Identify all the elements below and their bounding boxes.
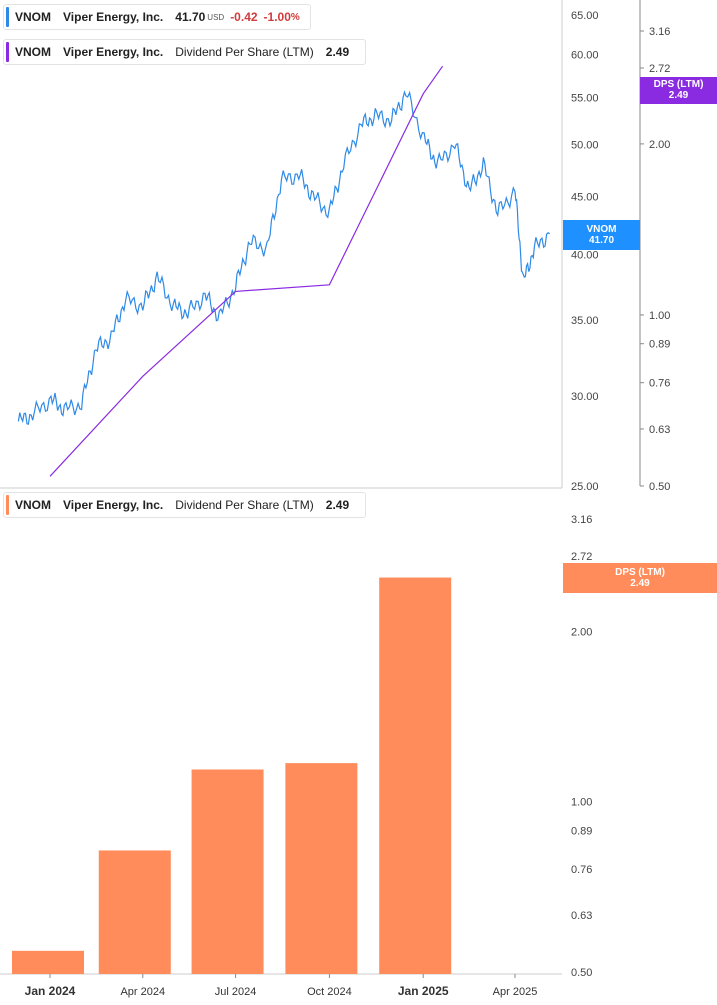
dps-bar-q2-2024 — [191, 769, 264, 974]
legend-price-change: -0.42 — [230, 10, 258, 24]
legend-price-swatch — [6, 7, 9, 27]
legend-dps-bottom-swatch — [6, 495, 9, 515]
dps-top-y-tick-7: 0.50 — [649, 481, 670, 493]
legend-price-company: Viper Energy, Inc. — [63, 10, 164, 24]
legend-price-currency: USD — [207, 12, 225, 22]
dps-top-y-tick-3: 1.00 — [649, 310, 670, 322]
legend-price-ticker: VNOM — [15, 10, 51, 24]
x-tick-label-5: Apr 2025 — [493, 986, 538, 998]
legend-dps-top-swatch — [6, 42, 9, 62]
price-y-tick-4: 45.00 — [571, 191, 599, 203]
price-tag-value: 41.70 — [588, 235, 615, 246]
price-tag-label: VNOM — [586, 224, 617, 235]
dps-bottom-y-tick-5: 0.76 — [571, 864, 592, 876]
price-y-tick-5: 40.00 — [571, 249, 599, 261]
dps-bottom-y-tick-3: 1.00 — [571, 797, 592, 809]
dps-top-y-tick-6: 0.63 — [649, 424, 670, 436]
price-y-tick-1: 60.00 — [571, 49, 599, 61]
legend-dps-bottom-value: 2.49 — [325, 498, 350, 512]
legend-dps-top-value: 2.49 — [325, 45, 350, 59]
price-y-tick-3: 50.00 — [571, 139, 599, 151]
price-y-tick-0: 65.00 — [571, 10, 599, 22]
dps-y-axis-bottom: 3.16 2.72 2.00 1.00 0.89 0.76 0.63 0.50 — [571, 514, 592, 979]
dps-top-y-tick-5: 0.76 — [649, 378, 670, 390]
dps-top-y-tick-2: 2.00 — [649, 139, 670, 151]
legend-dps-bottom-ticker: VNOM — [15, 498, 51, 512]
price-line — [17, 90, 551, 425]
legend-dps-top[interactable]: VNOM Viper Energy, Inc. Dividend Per Sha… — [3, 39, 367, 65]
dps-bars — [12, 577, 452, 974]
legend-dps-bottom-metric: Dividend Per Share (LTM) — [175, 498, 314, 512]
legend-price[interactable]: VNOM Viper Energy, Inc. 41.70 USD -0.42 … — [3, 4, 311, 30]
legend-price-change-pct: -1.00 — [263, 10, 291, 24]
dps-top-y-tick-0: 3.16 — [649, 26, 670, 38]
legend-dps-top-company: Viper Energy, Inc. — [63, 45, 164, 59]
price-y-tick-8: 25.00 — [571, 481, 599, 493]
dps-bar-q4-2023 — [12, 950, 84, 974]
x-tick-label-3: Oct 2024 — [307, 986, 352, 998]
x-tick-label-0: Jan 2024 — [25, 984, 76, 998]
legend-price-pct-sign: % — [290, 11, 300, 23]
dps-top-y-tick-4: 0.89 — [649, 339, 670, 351]
dps-top-y-tick-1: 2.72 — [649, 63, 670, 75]
dps-bottom-y-tick-0: 3.16 — [571, 514, 592, 526]
dps-bar-q4-2024 — [379, 577, 452, 974]
dps-top-tag: DPS (LTM) 2.49 — [640, 77, 717, 104]
dps-bar-q1-2024 — [98, 850, 171, 974]
price-tag: VNOM 41.70 — [563, 220, 640, 250]
dps-bottom-tag-label: DPS (LTM) — [615, 567, 665, 578]
dps-bottom-tag-value: 2.49 — [630, 578, 650, 589]
dps-top-tag-label: DPS (LTM) — [653, 79, 704, 90]
x-tick-label-2: Jul 2024 — [215, 986, 257, 998]
x-axis: Jan 2024 Apr 2024 Jul 2024 Oct 2024 Jan 2025… — [25, 974, 538, 998]
dps-line — [49, 65, 444, 477]
legend-dps-bottom[interactable]: VNOM Viper Energy, Inc. Dividend Per Sha… — [3, 492, 367, 518]
legend-dps-top-metric: Dividend Per Share (LTM) — [175, 45, 314, 59]
dps-y-axis-top: 3.16 2.72 2.00 1.00 0.89 0.76 0.63 0.50 — [640, 26, 670, 493]
price-panel-lines — [17, 65, 551, 477]
dps-bottom-tag: DPS (LTM) 2.49 — [563, 563, 717, 593]
x-tick-label-4: Jan 2025 — [398, 984, 449, 998]
price-y-tick-2: 55.00 — [571, 92, 599, 104]
legend-dps-top-ticker: VNOM — [15, 45, 51, 59]
legend-dps-bottom-company: Viper Energy, Inc. — [63, 498, 164, 512]
dps-bottom-y-tick-2: 2.00 — [571, 626, 592, 638]
x-tick-label-1: Apr 2024 — [120, 986, 165, 998]
dps-bottom-y-tick-7: 0.50 — [571, 967, 592, 979]
dps-bar-q3-2024 — [285, 763, 358, 974]
dps-bottom-y-tick-6: 0.63 — [571, 910, 592, 922]
dps-bottom-y-tick-1: 2.72 — [571, 551, 592, 563]
dps-top-tag-value: 2.49 — [668, 90, 689, 101]
legend-price-value: 41.70 — [175, 10, 206, 24]
price-y-tick-7: 30.00 — [571, 391, 599, 403]
price-y-axis: 65.00 60.00 55.00 50.00 45.00 40.00 35.00 30.00… — [571, 10, 599, 493]
price-y-tick-6: 35.00 — [571, 315, 599, 327]
dps-bottom-y-tick-4: 0.89 — [571, 825, 592, 837]
